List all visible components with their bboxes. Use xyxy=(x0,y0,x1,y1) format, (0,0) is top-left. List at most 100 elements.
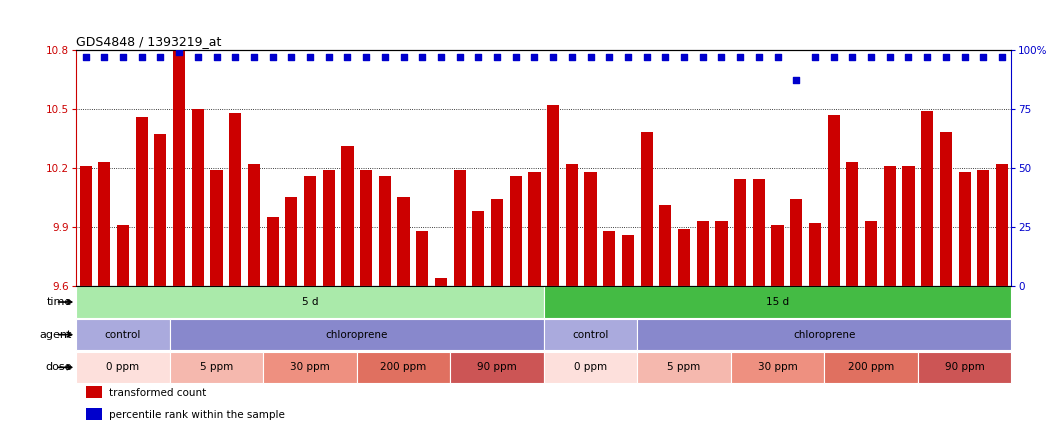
Bar xyxy=(304,176,316,286)
Text: 90 ppm: 90 ppm xyxy=(478,363,517,372)
Point xyxy=(695,53,712,60)
Bar xyxy=(116,225,129,286)
Point xyxy=(713,53,730,60)
Bar xyxy=(883,166,896,286)
Point xyxy=(600,53,617,60)
Text: control: control xyxy=(572,330,609,340)
Point xyxy=(488,53,505,60)
Point xyxy=(339,53,356,60)
Point xyxy=(170,49,187,55)
Bar xyxy=(638,319,1011,350)
Bar xyxy=(528,172,540,286)
Bar xyxy=(450,352,544,383)
Bar xyxy=(264,352,357,383)
Bar xyxy=(169,319,544,350)
Point xyxy=(769,53,786,60)
Bar xyxy=(169,352,264,383)
Point xyxy=(639,53,656,60)
Bar xyxy=(472,211,484,286)
Bar xyxy=(192,109,204,286)
Bar xyxy=(173,49,185,286)
Bar xyxy=(360,170,372,286)
Bar xyxy=(267,217,279,286)
Point xyxy=(151,53,168,60)
Bar xyxy=(660,205,671,286)
Point xyxy=(620,53,636,60)
Bar xyxy=(734,179,747,286)
Bar xyxy=(585,172,596,286)
Point xyxy=(302,53,319,60)
Bar xyxy=(753,179,765,286)
Bar xyxy=(76,352,169,383)
Bar xyxy=(731,352,824,383)
Bar xyxy=(697,221,708,286)
Point xyxy=(657,53,674,60)
Point xyxy=(526,53,543,60)
Text: 200 ppm: 200 ppm xyxy=(380,363,427,372)
Bar xyxy=(491,199,503,286)
Bar xyxy=(323,170,335,286)
Point xyxy=(208,53,225,60)
Bar xyxy=(379,176,391,286)
Bar xyxy=(98,162,110,286)
Bar xyxy=(211,170,222,286)
Point xyxy=(77,53,94,60)
Bar xyxy=(341,146,354,286)
Bar xyxy=(136,117,148,286)
Point xyxy=(544,53,561,60)
Bar xyxy=(76,319,169,350)
Bar xyxy=(921,111,933,286)
Bar xyxy=(918,352,1011,383)
Point xyxy=(470,53,487,60)
Bar xyxy=(548,105,559,286)
Bar xyxy=(285,197,298,286)
Point xyxy=(975,53,992,60)
Bar xyxy=(772,225,784,286)
Bar xyxy=(79,166,92,286)
Point xyxy=(507,53,524,60)
Point xyxy=(376,53,393,60)
Bar xyxy=(544,286,1011,318)
Text: chloroprene: chloroprene xyxy=(325,330,388,340)
Point xyxy=(133,53,150,60)
Text: transformed count: transformed count xyxy=(109,388,207,398)
Text: percentile rank within the sample: percentile rank within the sample xyxy=(109,410,285,420)
Text: 90 ppm: 90 ppm xyxy=(945,363,985,372)
Bar xyxy=(357,352,450,383)
Bar xyxy=(509,176,522,286)
Bar xyxy=(435,278,447,286)
Bar xyxy=(678,229,690,286)
Text: 30 ppm: 30 ppm xyxy=(290,363,330,372)
Text: chloroprene: chloroprene xyxy=(793,330,856,340)
Point xyxy=(807,53,824,60)
Point xyxy=(451,53,468,60)
Bar xyxy=(827,115,840,286)
Text: agent: agent xyxy=(39,330,72,340)
Bar xyxy=(86,387,103,398)
Point xyxy=(844,53,861,60)
Point xyxy=(751,53,768,60)
Text: dose: dose xyxy=(46,363,72,372)
Bar xyxy=(824,352,918,383)
Point xyxy=(114,53,131,60)
Point xyxy=(993,53,1010,60)
Bar xyxy=(453,170,466,286)
Point xyxy=(732,53,749,60)
Point xyxy=(414,53,431,60)
Point xyxy=(227,53,244,60)
Bar xyxy=(638,352,731,383)
Text: control: control xyxy=(105,330,141,340)
Bar xyxy=(995,164,1008,286)
Point xyxy=(264,53,281,60)
Text: GDS4848 / 1393219_at: GDS4848 / 1393219_at xyxy=(76,36,221,49)
Point xyxy=(788,77,805,84)
Point xyxy=(863,53,880,60)
Bar xyxy=(865,221,877,286)
Bar xyxy=(902,166,915,286)
Point xyxy=(190,53,207,60)
Point xyxy=(900,53,917,60)
Point xyxy=(676,53,693,60)
Text: time: time xyxy=(47,297,72,307)
Bar xyxy=(809,223,821,286)
Bar xyxy=(790,199,803,286)
